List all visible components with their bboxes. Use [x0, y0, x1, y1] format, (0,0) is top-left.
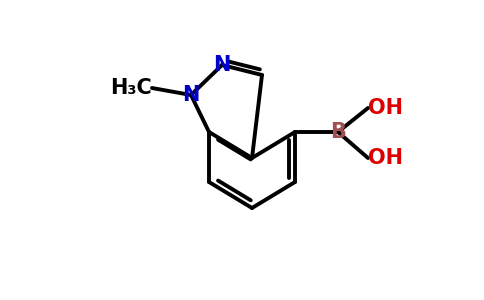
Text: N: N — [182, 85, 200, 105]
Text: OH: OH — [368, 148, 403, 168]
Text: OH: OH — [368, 98, 403, 118]
Text: B: B — [330, 122, 346, 142]
Text: H₃C: H₃C — [110, 78, 152, 98]
Text: N: N — [213, 55, 231, 75]
